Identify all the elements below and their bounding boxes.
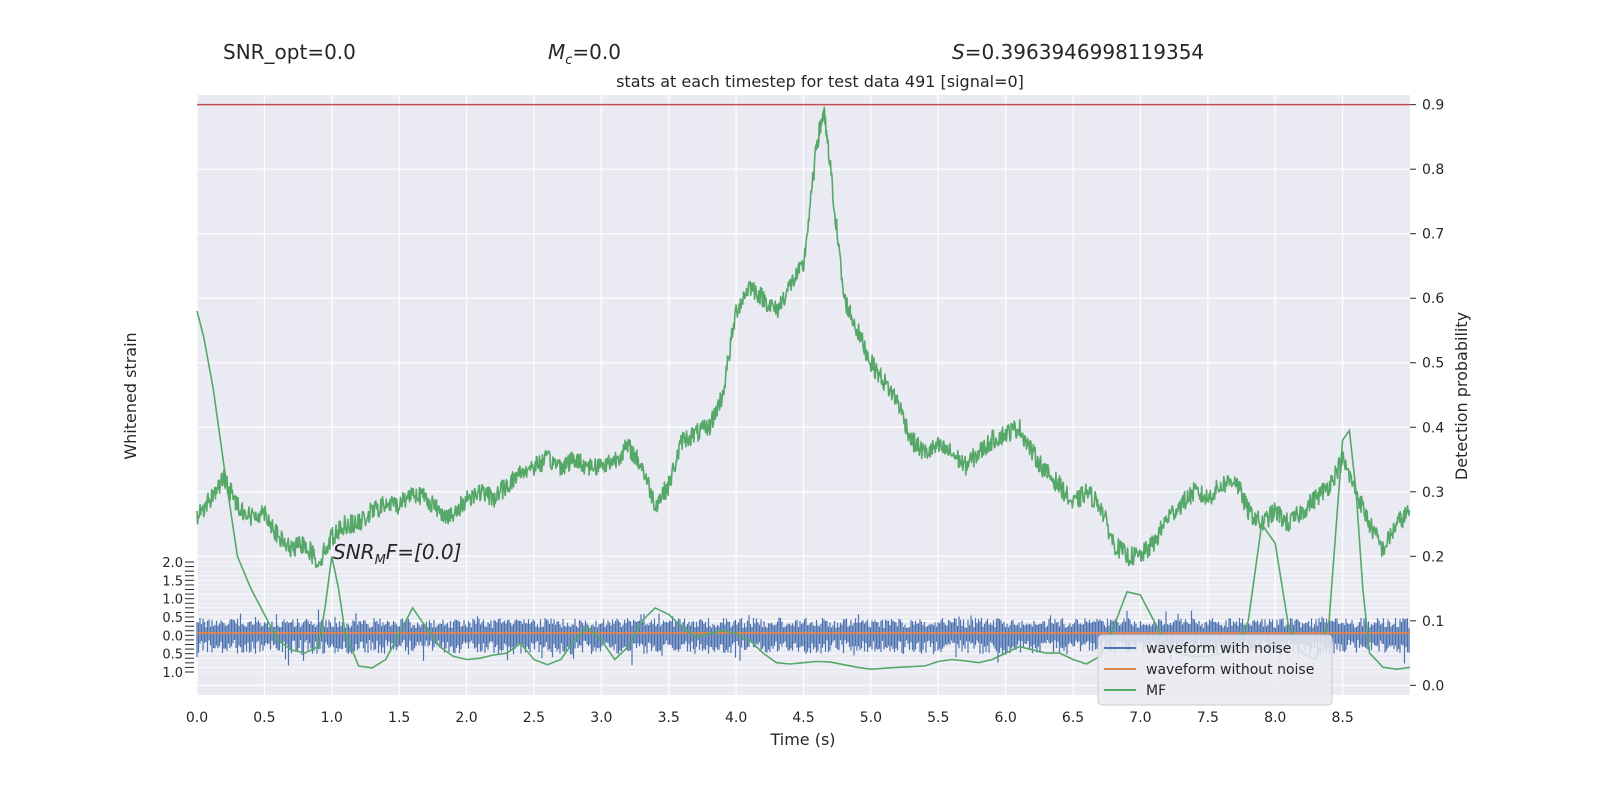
x-tick-label: 7.5: [1197, 710, 1219, 726]
x-tick-label: 6.0: [995, 710, 1017, 726]
y-tick-label: 0.9: [1422, 98, 1444, 114]
snr-opt-label: SNR_opt=0.0: [223, 40, 356, 64]
detection-probability-series: [196, 106, 1411, 569]
x-tick-label: 5.5: [927, 710, 949, 726]
y-tick-label: 0.0: [1422, 678, 1444, 694]
legend-box: [1097, 634, 1333, 706]
x-tick-label: 1.0: [321, 710, 343, 726]
x-tick-label: 2.0: [455, 710, 477, 726]
x-axis-ticks: 0.0 0.5 1.0 1.5 2.0 2.5 3.0 3.5 4.0 4.5 5.0 5.5 6.0 6…: [186, 710, 1354, 726]
y-tick-label: 0.1: [1422, 614, 1444, 630]
legend-label-noisy: waveform with noise: [1146, 641, 1291, 657]
chirp-mass-label: Mc=0.0: [548, 40, 621, 68]
strain-tick-label: 0.5: [162, 611, 183, 626]
x-tick-label: 3.0: [590, 710, 612, 726]
snr-mf-suffix: F=[0.0]: [386, 540, 462, 564]
strain-tick-label: 0.0: [162, 629, 183, 644]
x-tick-label: 4.5: [792, 710, 814, 726]
legend-label-clean: waveform without noise: [1146, 662, 1314, 678]
strain-tick-label: 1.0: [162, 593, 183, 608]
y-tick-label: 0.3: [1422, 485, 1444, 501]
s-statistic-label: S=0.3963946998119354: [952, 40, 1204, 64]
y-tick-label: 0.2: [1422, 549, 1444, 565]
snr-mf-prefix: SNR: [333, 540, 375, 564]
snr-mf-subscript: M: [375, 553, 386, 568]
snr-mf-annotation: SNRMF=[0.0]: [333, 540, 461, 568]
x-tick-label: 7.0: [1129, 710, 1151, 726]
chirp-mass-subscript: c: [565, 53, 573, 68]
x-tick-label: 1.5: [388, 710, 410, 726]
s-statistic-value: =0.3963946998119354: [964, 40, 1205, 64]
chirp-mass-symbol: M: [548, 40, 566, 64]
strain-axis-ticks: 2.0 1.5 1.0 0.5 0.0 0.5 1.0: [162, 556, 194, 681]
x-tick-label: 6.5: [1062, 710, 1084, 726]
y-tick-label: 0.5: [1422, 356, 1444, 372]
chart-title: stats at each timestep for test data 491…: [616, 72, 1024, 91]
x-tick-label: 3.5: [658, 710, 680, 726]
x-tick-label: 5.0: [860, 710, 882, 726]
x-tick-label: 2.5: [523, 710, 545, 726]
x-tick-label: 8.5: [1331, 710, 1353, 726]
x-tick-label: 8.0: [1264, 710, 1286, 726]
y-right-axis-label: Detection probability: [1452, 312, 1471, 480]
s-statistic-symbol: S: [952, 40, 965, 64]
legend-label-mf: MF: [1146, 683, 1166, 699]
y-tick-label: 0.8: [1422, 162, 1444, 178]
y-left-axis-label: Whitened strain: [121, 332, 140, 459]
chirp-mass-value: =0.0: [572, 40, 621, 64]
x-axis-label: Time (s): [769, 730, 835, 749]
legend: waveform with noise waveform without noi…: [1097, 634, 1333, 706]
x-tick-label: 4.0: [725, 710, 747, 726]
strain-tick-label: 1.5: [162, 574, 183, 589]
y-tick-label: 0.7: [1422, 227, 1444, 243]
strain-tick-label: 0.5: [162, 648, 183, 663]
y-tick-label: 0.4: [1422, 420, 1444, 436]
strain-tick-label: 1.0: [162, 666, 183, 681]
x-tick-label: 0.5: [253, 710, 275, 726]
y-tick-label: 0.6: [1422, 291, 1444, 307]
strain-tick-label: 2.0: [162, 556, 183, 571]
y-right-axis-ticks: 0.0 0.1 0.2 0.3 0.4 0.5 0.6 0.7 0.8 0.9: [1410, 98, 1444, 694]
x-tick-label: 0.0: [186, 710, 208, 726]
